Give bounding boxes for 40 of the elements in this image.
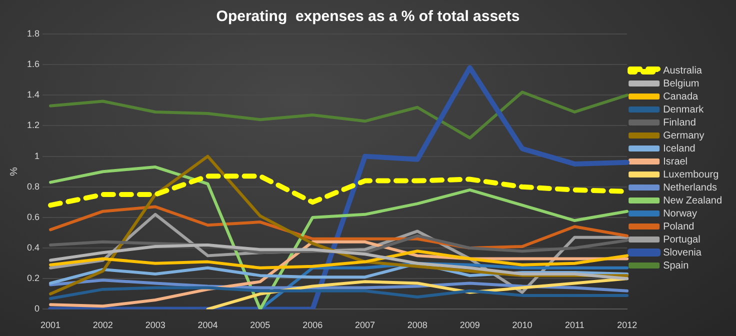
x-tick-label: 2001 — [40, 320, 61, 330]
legend-label: New Zealand — [663, 195, 722, 206]
legend-label: Belgium — [663, 78, 700, 90]
x-tick-label: 2006 — [302, 320, 323, 330]
legend-label: Spain — [663, 260, 689, 272]
y-axis-title: % — [8, 167, 20, 176]
legend-label: Slovenia — [663, 247, 702, 258]
legend-label: Canada — [663, 91, 699, 102]
x-tick-label: 2002 — [92, 320, 113, 330]
legend-label: Finland — [663, 117, 696, 128]
x-tick-label: 2008 — [407, 320, 428, 330]
legend-label: Norway — [663, 208, 697, 220]
chart-title: Operating expenses as a % of total assets — [216, 8, 520, 26]
y-tick-label: 1.4 — [26, 90, 40, 100]
y-tick-label: 1.6 — [26, 59, 40, 70]
y-tick-label: 1 — [34, 150, 40, 161]
y-tick-label: 0 — [34, 304, 40, 314]
legend-label: Australia — [663, 65, 702, 76]
legend-label: Portugal — [663, 234, 700, 246]
x-tick-label: 2007 — [354, 320, 376, 330]
x-tick-label: 2005 — [250, 320, 270, 330]
y-tick-label: 1.2 — [26, 120, 40, 130]
x-tick-label: 2009 — [460, 320, 480, 330]
legend-label: Denmark — [663, 104, 705, 116]
y-tick-label: 0.4 — [26, 242, 40, 253]
legend-label: Netherlands — [663, 182, 717, 194]
legend-label: Luxembourg — [663, 169, 719, 180]
x-tick-label: 2004 — [198, 320, 218, 330]
legend-label: Germany — [663, 130, 704, 142]
x-tick-label: 2003 — [145, 320, 166, 330]
y-tick-label: 0.6 — [26, 212, 40, 222]
legend-label: Iceland — [663, 143, 696, 154]
legend-label: Israel — [663, 156, 688, 168]
x-tick-label: 2011 — [564, 320, 584, 330]
y-tick-label: 0.2 — [26, 273, 40, 284]
x-tick-label: 2012 — [617, 320, 638, 330]
legend-label: Poland — [663, 221, 694, 232]
y-tick-label: 0.8 — [26, 181, 40, 192]
x-tick-label: 2010 — [512, 320, 532, 330]
y-tick-label: 1.8 — [26, 28, 40, 38]
